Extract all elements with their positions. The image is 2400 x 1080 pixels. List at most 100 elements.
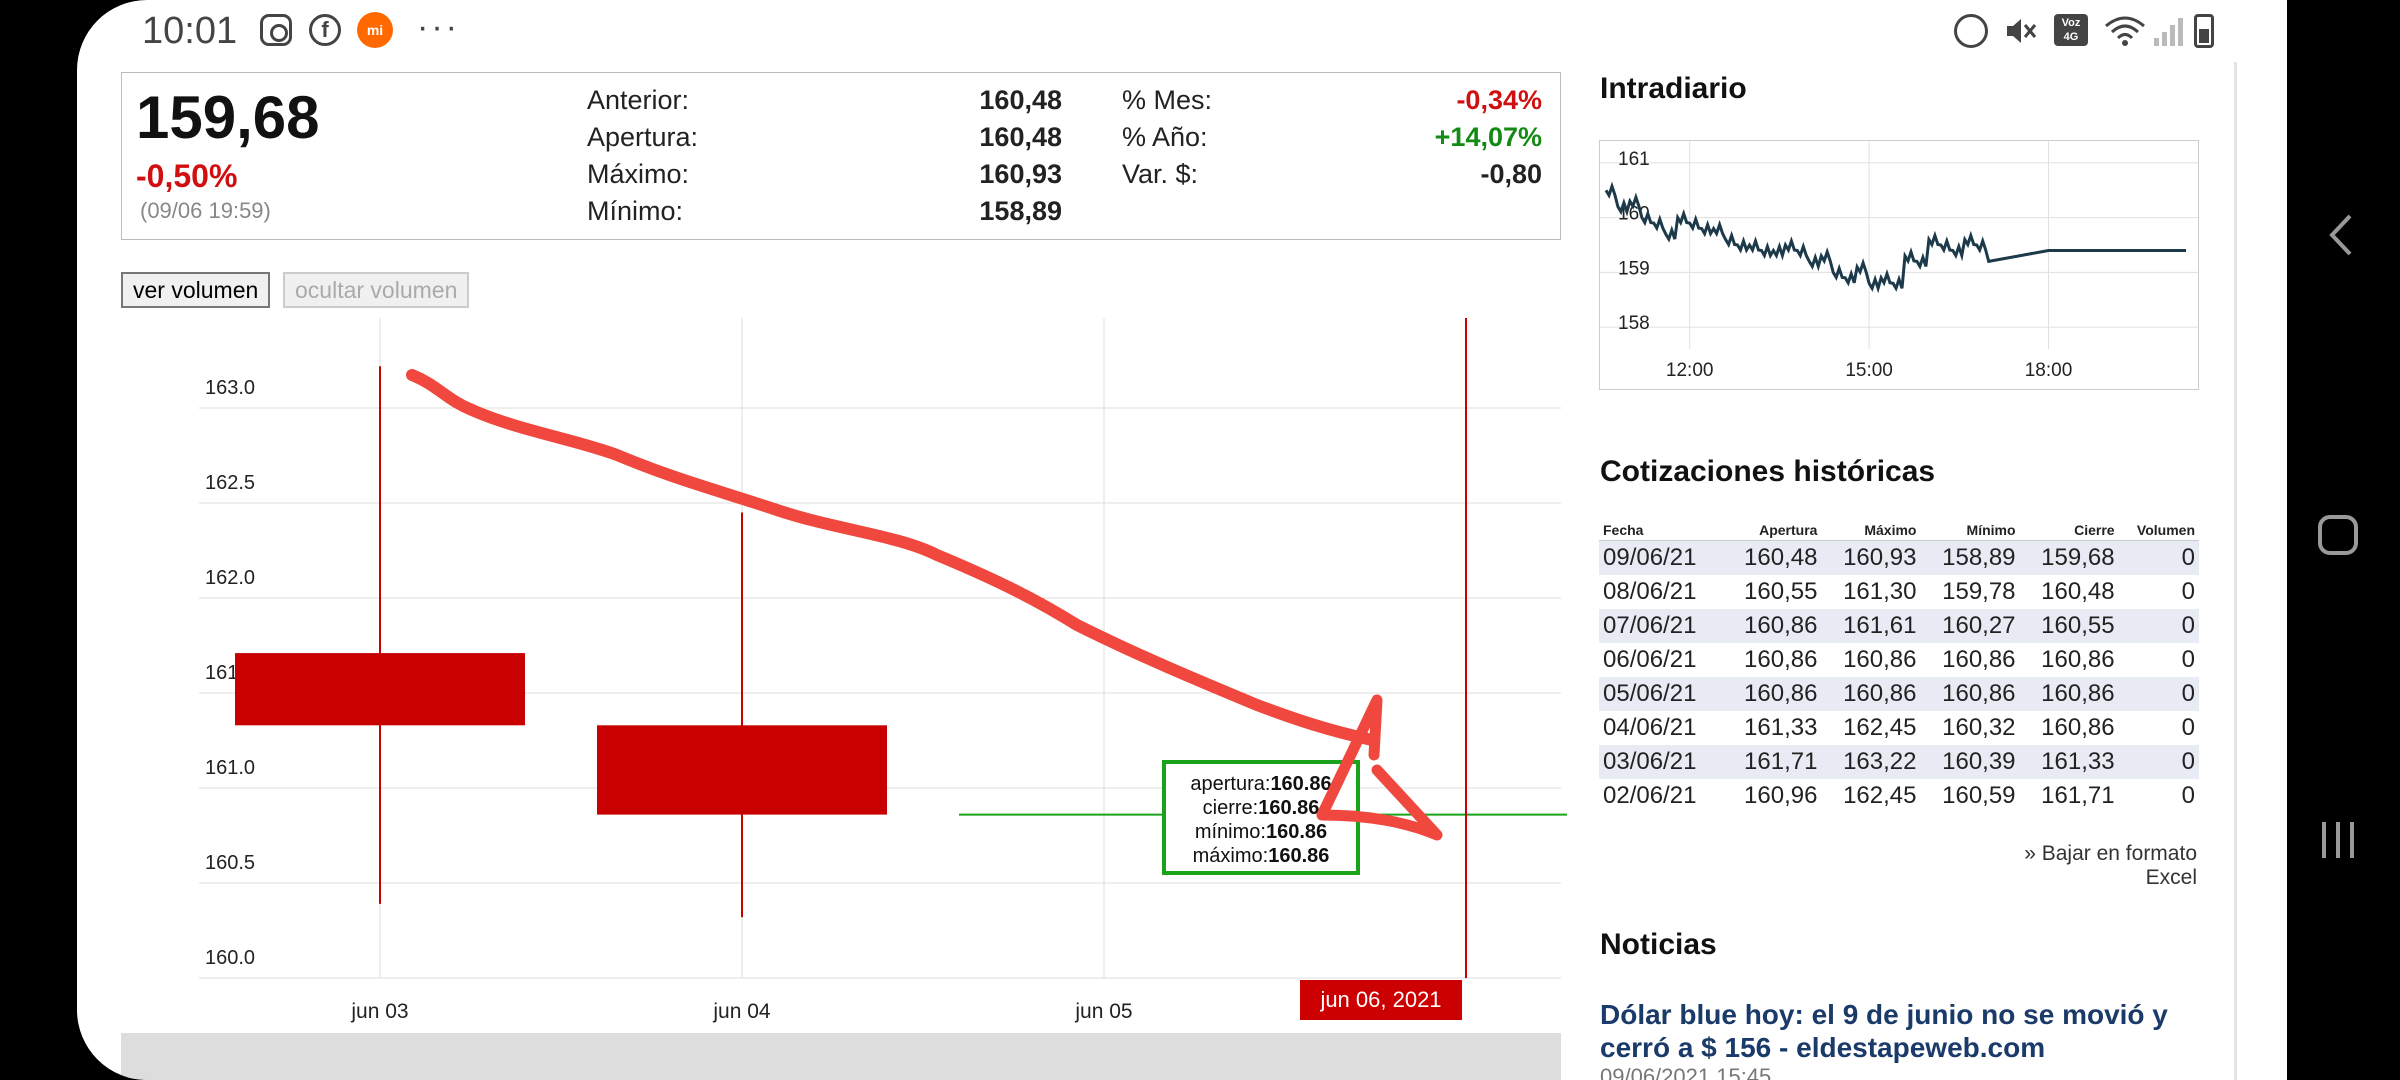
table-cell: 161,30 xyxy=(1843,578,1917,605)
col-volumen: Volumen xyxy=(2118,520,2199,541)
mi-icon: mi xyxy=(357,12,393,48)
table-row: 02/06/21 160,96 162,45 160,59 161,71 0 xyxy=(1599,779,2199,813)
table-cell: 160,86 xyxy=(1821,677,1921,711)
table-row: 07/06/21 160,86 161,61 160,27 160,55 0 xyxy=(1599,609,2199,643)
x-tick-label: jun 03 xyxy=(350,1000,408,1023)
back-icon[interactable] xyxy=(2320,210,2360,260)
table-cell: 162,45 xyxy=(1843,782,1917,809)
quote-datetime: (09/06 19:59) xyxy=(140,198,271,223)
table-cell: 0 xyxy=(2181,578,2195,605)
table-cell: 0 xyxy=(2118,609,2199,643)
table-cell: 160,93 xyxy=(1821,540,1921,575)
y-tick-label: 161.0 xyxy=(205,757,255,779)
y-tick-label: 162.0 xyxy=(205,567,255,589)
home-icon[interactable] xyxy=(2318,515,2358,555)
candle-body xyxy=(235,653,525,726)
tooltip-row-minimo: mínimo:160.86 xyxy=(1194,821,1328,843)
table-cell: 160,86 xyxy=(1942,646,2016,673)
table-cell: 07/06/21 xyxy=(1599,609,1723,643)
historical-title: Cotizaciones históricas xyxy=(1600,455,1936,488)
intraday-x-tick: 15:00 xyxy=(1845,360,1893,381)
stat-value-anterior: 160,48 xyxy=(979,85,1062,115)
news-headline-link[interactable]: Dólar blue hoy: el 9 de junio no se movi… xyxy=(1600,999,2168,1063)
stat-value-minimo: 158,89 xyxy=(979,196,1062,226)
stat-label-maximo: Máximo: xyxy=(587,159,690,189)
stat-value-maximo: 160,93 xyxy=(979,159,1062,189)
hide-volume-button[interactable]: ocultar volumen xyxy=(283,272,470,308)
col-apertura: Apertura xyxy=(1722,520,1822,541)
stat-label-minimo: Mínimo: xyxy=(587,196,684,226)
stat-label-anterior: Anterior: xyxy=(587,85,690,115)
table-cell: 161,33 xyxy=(2019,745,2119,779)
facebook-icon: f xyxy=(309,14,341,46)
y-tick-label: 160.5 xyxy=(205,852,255,874)
table-cell: 09/06/21 xyxy=(1599,540,1723,575)
table-cell: 05/06/21 xyxy=(1599,677,1723,711)
mute-icon xyxy=(2004,14,2038,48)
browser-viewport: 10:01 f mi ··· Voz 4G 159,68 -0,50% (09/… xyxy=(77,0,2287,1080)
table-cell: 160,86 xyxy=(1920,677,2020,711)
excel-download-link[interactable]: » Bajar en formato Excel xyxy=(2024,842,2197,889)
navigation-bar xyxy=(2287,0,2400,1080)
table-cell: 162,45 xyxy=(1843,714,1917,741)
table-cell: 159,68 xyxy=(2019,540,2119,575)
intraday-y-tick: 161 xyxy=(1618,149,1650,170)
table-cell: 0 xyxy=(2181,714,2195,741)
stat-label-ano: % Año: xyxy=(1122,122,1208,152)
table-cell: 06/06/21 xyxy=(1603,646,1697,673)
y-tick-label: 162.5 xyxy=(205,472,255,494)
annotation-arrowhead xyxy=(1316,694,1443,841)
table-cell: 160,48 xyxy=(1722,540,1822,575)
stat-label-mes: % Mes: xyxy=(1122,85,1213,115)
y-tick-label: 160.0 xyxy=(205,947,255,969)
tooltip-row-maximo: máximo:160.86 xyxy=(1192,845,1330,867)
table-cell: 02/06/21 xyxy=(1603,782,1697,809)
table-cell: 160,96 xyxy=(1744,782,1818,809)
more-notifications-icon: ··· xyxy=(417,8,460,46)
table-cell: 160,48 xyxy=(2041,578,2115,605)
table-cell: 160,39 xyxy=(1920,745,2020,779)
alarm-icon xyxy=(1954,14,1988,48)
table-cell: 160,27 xyxy=(1920,609,2020,643)
price-change: -0,50% xyxy=(136,158,238,194)
news-date: 09/06/2021 15:45 xyxy=(1600,1064,1772,1080)
intraday-title: Intradiario xyxy=(1600,72,1747,105)
stat-value-ano: +14,07% xyxy=(1434,122,1542,152)
battery-icon xyxy=(2194,14,2214,48)
table-cell: 160,86 xyxy=(1722,677,1822,711)
col-fecha: Fecha xyxy=(1599,520,1723,541)
table-cell: 0 xyxy=(2118,745,2199,779)
instagram-icon xyxy=(260,14,292,46)
stat-label-var: Var. $: xyxy=(1122,159,1199,189)
intraday-series-line xyxy=(1604,181,2186,294)
signal-icon xyxy=(2152,14,2188,48)
page-scrollbar[interactable] xyxy=(2234,62,2237,1080)
drawn-annotation xyxy=(406,369,1443,841)
x-tick-label: jun 05 xyxy=(1074,1000,1132,1023)
intraday-x-tick: 12:00 xyxy=(1666,360,1714,381)
table-cell: 159,78 xyxy=(1942,578,2016,605)
table-cell: 160,55 xyxy=(1744,578,1818,605)
current-price: 159,68 xyxy=(136,84,320,151)
tooltip-row-cierre: cierre:160.86 xyxy=(1202,797,1320,819)
stat-value-var: -0,80 xyxy=(1480,159,1542,189)
col-minimo: Mínimo xyxy=(1920,520,2020,541)
table-cell: 03/06/21 xyxy=(1599,745,1723,779)
intraday-y-tick: 159 xyxy=(1618,258,1650,279)
chart-navigator[interactable] xyxy=(121,1033,1561,1080)
table-row: 05/06/21 160,86 160,86 160,86 160,86 0 xyxy=(1599,677,2199,711)
table-cell: 08/06/21 xyxy=(1603,578,1697,605)
quote-summary: 159,68 -0,50% (09/06 19:59) Anterior: 16… xyxy=(121,72,1561,240)
table-cell: 160,55 xyxy=(2019,609,2119,643)
table-cell: 0 xyxy=(2118,677,2199,711)
table-row: 06/06/21 160,86 160,86 160,86 160,86 0 xyxy=(1599,643,2199,677)
table-cell: 160,86 xyxy=(2041,646,2115,673)
recent-apps-icon[interactable] xyxy=(2318,818,2358,862)
show-volume-button[interactable]: ver volumen xyxy=(121,272,271,308)
table-cell: 160,86 xyxy=(1744,646,1818,673)
table-row: 08/06/21 160,55 161,30 159,78 160,48 0 xyxy=(1599,575,2199,609)
table-cell: 158,89 xyxy=(1920,540,2020,575)
y-tick-label: 163.0 xyxy=(205,377,255,399)
table-cell: 160,86 xyxy=(2041,714,2115,741)
